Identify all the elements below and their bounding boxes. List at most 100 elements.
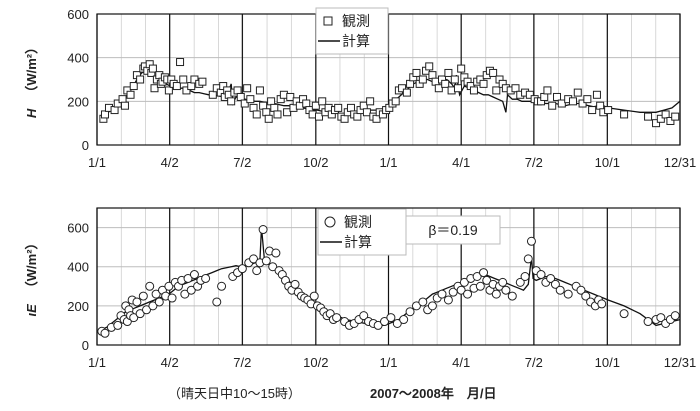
data-point-observed <box>315 112 324 121</box>
data-point-observed <box>411 301 421 311</box>
data-point-observed <box>386 313 396 323</box>
data-point-observed <box>573 88 582 97</box>
data-point-observed <box>311 101 320 110</box>
x-tick-labels: 1/1 4/2 7/2 10/2 1/1 4/1 7/2 10/1 12/31 <box>88 155 696 170</box>
data-point-observed <box>359 311 369 321</box>
data-point-observed <box>456 285 466 295</box>
data-point-observed <box>233 86 242 95</box>
y-tick-label: 200 <box>67 299 89 314</box>
data-point-observed <box>318 97 327 106</box>
legend-label-observed: 観測 <box>344 214 372 230</box>
data-point-observed <box>489 68 498 77</box>
data-point-observed <box>138 291 148 301</box>
x-tick-label: 4/1 <box>452 355 470 370</box>
data-point-observed <box>469 86 478 95</box>
data-point-observed <box>262 108 271 117</box>
series-observed <box>99 58 680 128</box>
data-point-observed <box>179 75 188 84</box>
annotation-box <box>405 215 501 245</box>
data-point-observed <box>457 64 466 73</box>
data-point-observed <box>252 110 261 119</box>
legend-box <box>317 208 407 256</box>
data-point-observed <box>164 281 174 291</box>
x-tick-label: 4/1 <box>452 155 470 170</box>
x-tick-label: 10/2 <box>303 355 328 370</box>
data-point-observed <box>100 110 109 119</box>
data-point-observed <box>444 68 453 77</box>
data-point-observed <box>515 277 525 287</box>
x-tick-label: 10/1 <box>595 155 620 170</box>
data-point-observed <box>475 281 485 291</box>
x-tick-label: 1/1 <box>379 355 397 370</box>
data-point-observed <box>258 225 268 235</box>
data-point-observed <box>129 313 139 323</box>
data-point-observed <box>592 90 601 99</box>
data-point-observed <box>525 90 534 99</box>
x-tick-label: 12/31 <box>664 355 697 370</box>
data-point-observed <box>309 291 319 301</box>
data-point-observed <box>148 301 158 311</box>
data-point-observed <box>656 114 665 123</box>
data-point-observed <box>661 110 670 119</box>
data-point-observed <box>391 97 400 106</box>
data-point-observed <box>380 317 390 327</box>
data-point-observed <box>180 289 190 299</box>
data-point-observed <box>145 281 155 291</box>
y-axis-label: H （W/m²） <box>24 41 39 118</box>
x-tick-label: 1/1 <box>88 155 106 170</box>
data-point-observed <box>437 289 447 299</box>
annotation-beta: β＝0.19 <box>428 222 478 238</box>
y-tick-label: 600 <box>67 221 89 236</box>
x-tick-label: 10/2 <box>303 155 328 170</box>
y-tick-label: 400 <box>67 260 89 275</box>
data-point-observed <box>182 86 191 95</box>
data-point-observed <box>405 307 415 317</box>
data-point-observed <box>167 293 177 303</box>
y-axis-unit: （W/m²） <box>24 236 39 294</box>
data-point-observed <box>656 313 666 323</box>
data-point-observed <box>366 97 375 106</box>
data-point-observed <box>243 84 252 93</box>
x-tick-label: 10/1 <box>595 355 620 370</box>
data-point-observed <box>255 86 264 95</box>
y-axis-label: ιE （W/m²） <box>24 236 39 316</box>
data-point-observed <box>507 291 517 301</box>
data-point-observed <box>126 90 135 99</box>
data-point-observed <box>482 275 492 285</box>
data-point-observed <box>154 297 164 307</box>
data-point-observed <box>563 289 573 299</box>
data-point-observed <box>189 270 199 280</box>
data-point-observed <box>666 116 675 125</box>
x-tick-label: 7/2 <box>233 355 251 370</box>
data-point-observed <box>671 112 680 121</box>
x-tick-label: 4/2 <box>161 355 179 370</box>
data-point-observed <box>652 119 661 128</box>
data-point-observed <box>550 279 560 289</box>
data-point-observed <box>568 97 577 106</box>
data-point-observed <box>208 90 217 99</box>
legend-label-calculated: 計算 <box>342 33 370 49</box>
data-point-observed <box>186 285 196 295</box>
data-point-observed <box>135 309 145 319</box>
data-point-observed <box>261 256 271 266</box>
data-point-observed <box>399 315 409 325</box>
data-point-observed <box>546 273 556 283</box>
data-point-observed <box>100 328 110 338</box>
data-point-observed <box>136 75 145 84</box>
data-point-observed <box>459 277 469 287</box>
data-point-observed <box>576 285 586 295</box>
data-point-observed <box>340 114 349 123</box>
data-point-observed <box>472 272 482 281</box>
y-tick-labels: 0 200 400 600 <box>67 221 89 353</box>
data-point-observed <box>353 112 362 121</box>
legend-label-calculated: 計算 <box>344 234 372 250</box>
data-point-observed <box>491 289 501 299</box>
data-point-observed <box>583 95 592 104</box>
data-point-observed <box>425 62 434 71</box>
data-point-observed <box>412 68 421 77</box>
data-point-observed <box>588 106 597 115</box>
data-point-observed <box>620 110 629 119</box>
data-point-observed <box>268 262 278 272</box>
